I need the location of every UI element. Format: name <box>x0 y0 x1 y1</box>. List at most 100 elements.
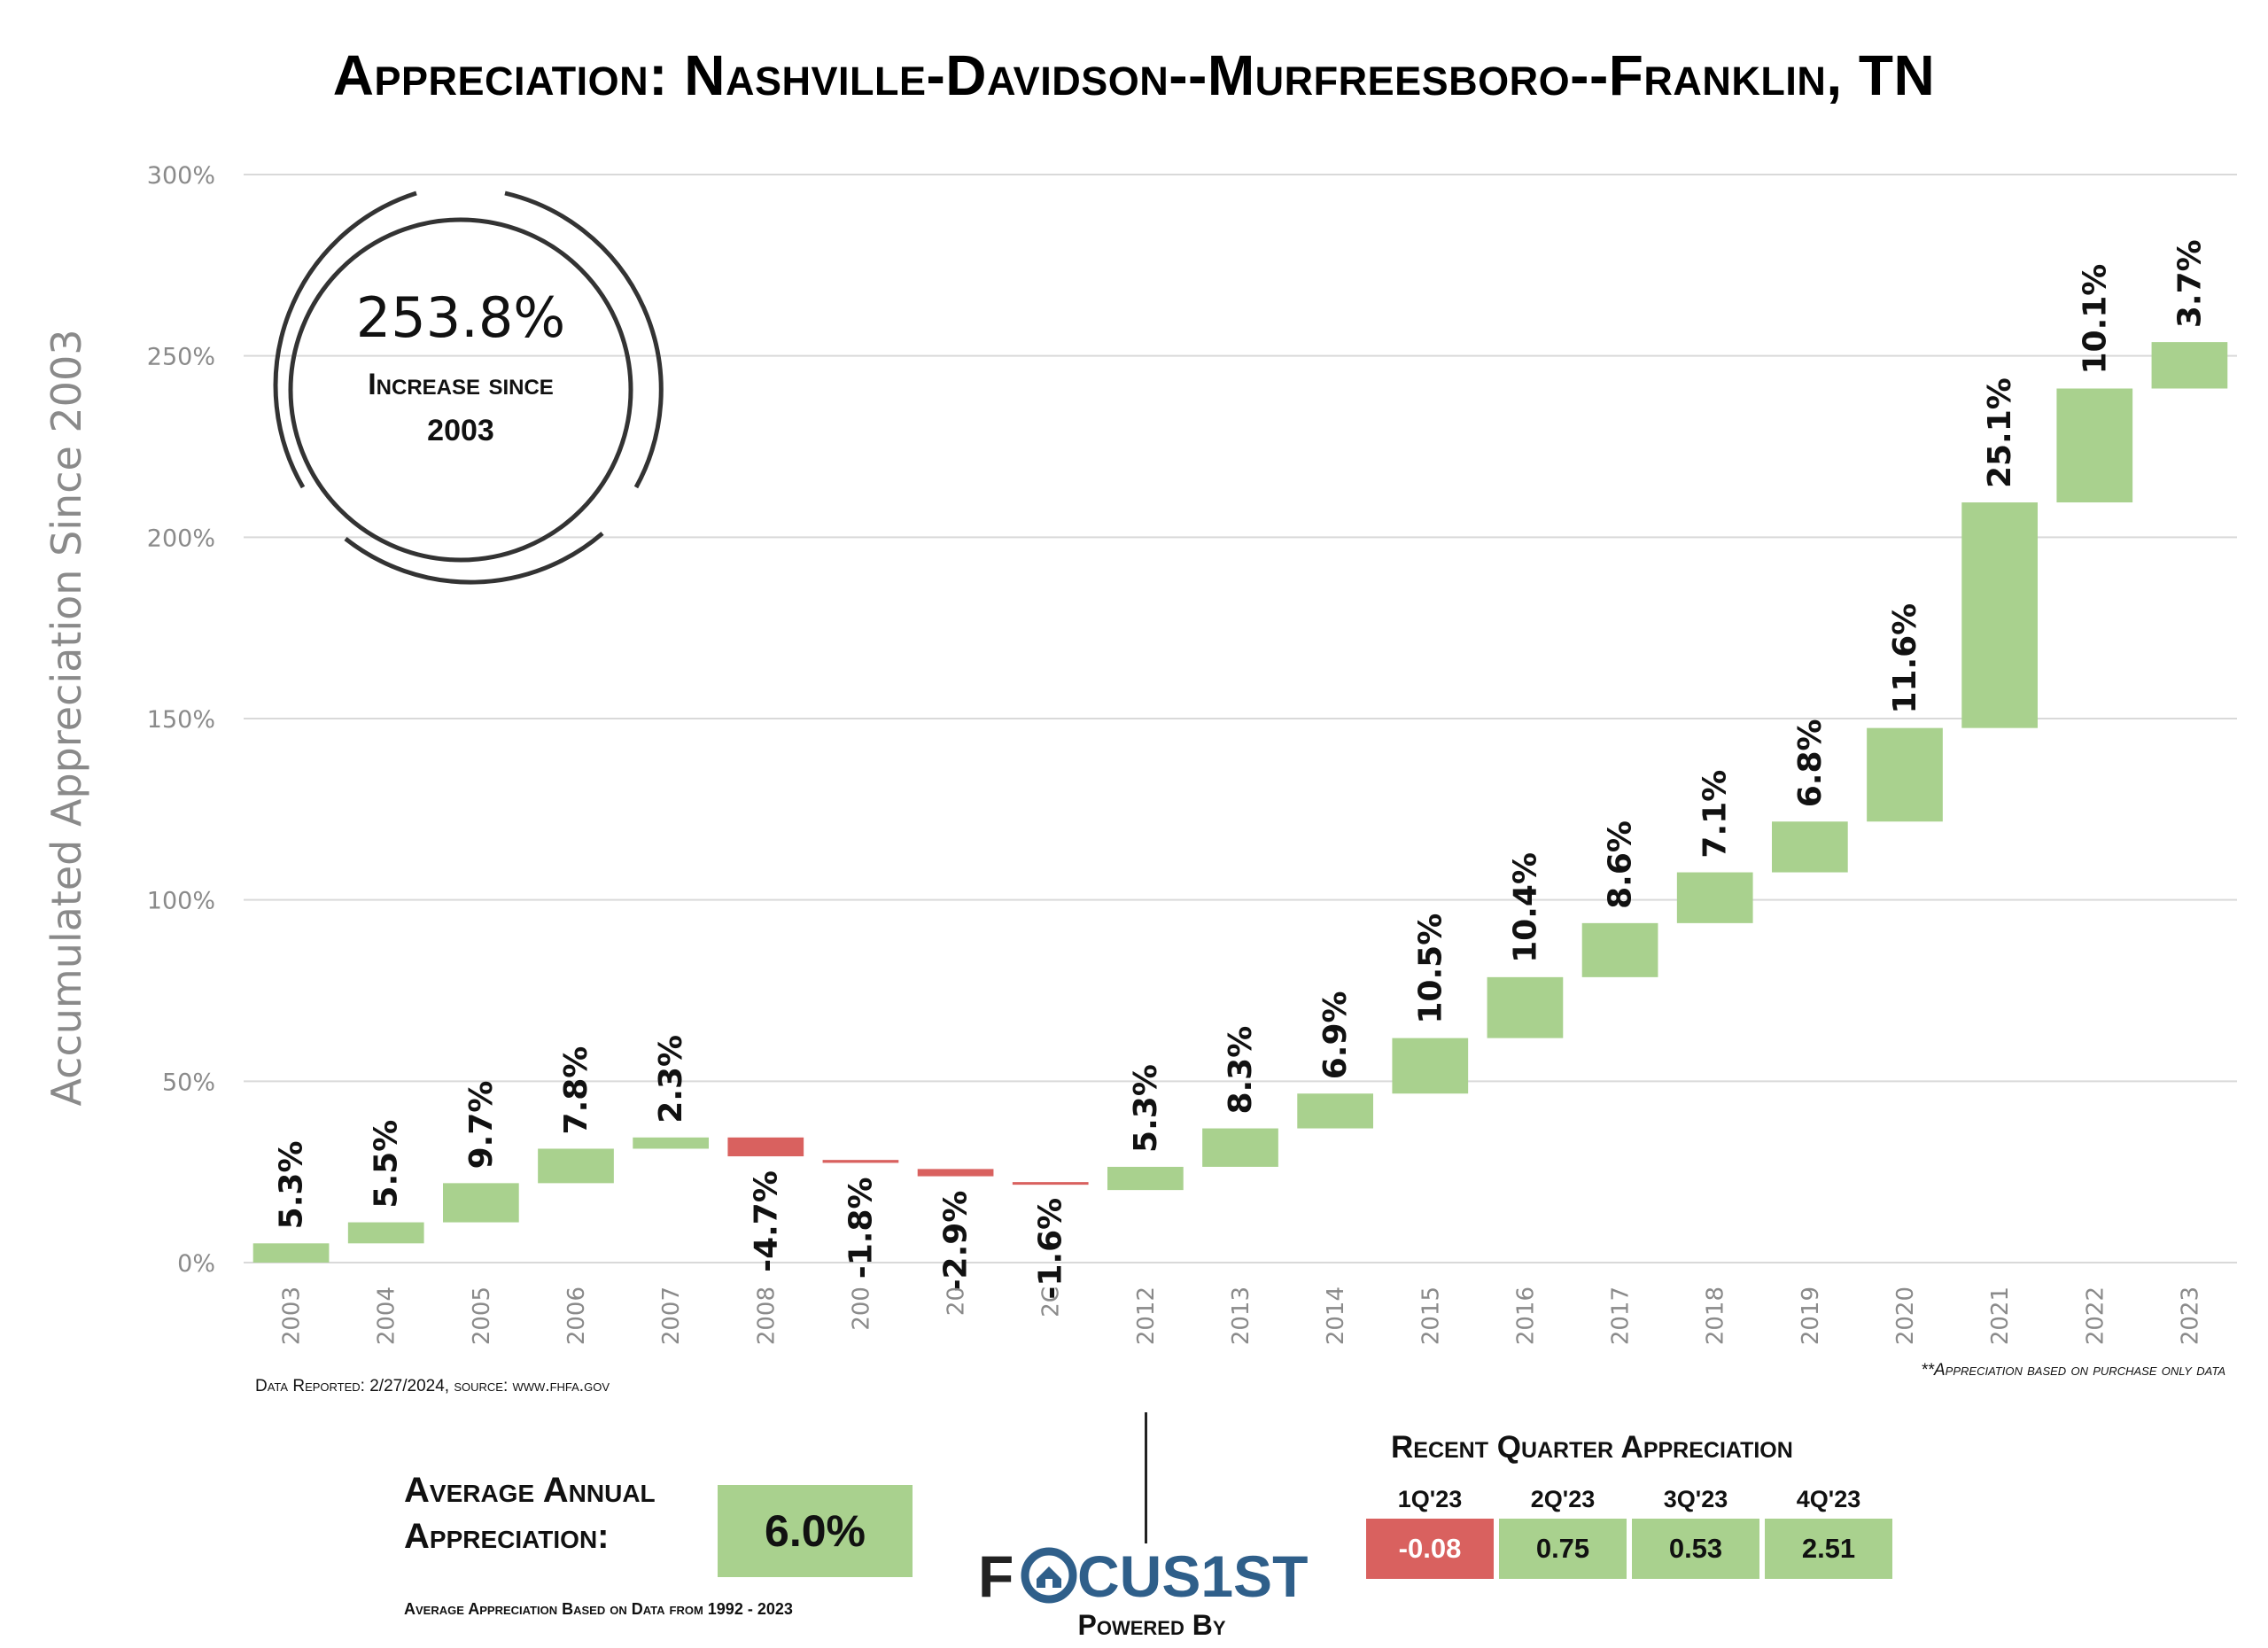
quarter-label: 3Q'23 <box>1663 1486 1728 1512</box>
bar-2017 <box>1581 922 1658 977</box>
value-label-2014: 6.9% <box>1317 991 1354 1079</box>
ring-icon <box>273 190 664 585</box>
bar-2004 <box>347 1222 424 1244</box>
x-tick-label-2008: 2008 <box>753 1287 780 1345</box>
average-note: Average Appreciation Based on Data from … <box>404 1600 793 1618</box>
x-tick-label-2017: 2017 <box>1608 1287 1635 1345</box>
quarter-value: 2.51 <box>1765 1519 1892 1579</box>
data-source: Data Reported: 2/27/2024, source: www.fh… <box>255 1377 610 1395</box>
x-tick-label-2004: 2004 <box>374 1287 400 1345</box>
value-label-2006: 7.8% <box>558 1046 594 1135</box>
quarter-value: 0.53 <box>1632 1519 1759 1579</box>
x-tick-label-2011: 2C <box>1038 1287 1065 1318</box>
powered-by: Powered By <box>1077 1609 1226 1641</box>
quarter-value: 0.75 <box>1499 1519 1627 1579</box>
bar-2016 <box>1487 976 1564 1038</box>
bar-2006 <box>538 1148 614 1184</box>
bar-2007 <box>633 1137 709 1149</box>
bar-2013 <box>1202 1128 1278 1167</box>
house-icon <box>1021 1547 1077 1604</box>
y-axis-ticks: 0% 50% 100% 150% 200% 250% 300% <box>147 162 215 1278</box>
bar-2019 <box>1772 821 1848 873</box>
value-label-2008: -4.7% <box>748 1170 784 1272</box>
x-tick-label-2012: 2012 <box>1133 1287 1160 1345</box>
chart-title: Appreciation: Nashville-Davidson--Murfre… <box>332 43 1936 107</box>
y-axis-label: Accumulated Appreciation Since 2003 <box>43 329 90 1107</box>
y-tick-label: 0% <box>177 1250 215 1278</box>
value-label-2013: 8.3% <box>1223 1026 1259 1115</box>
bar-2012 <box>1107 1166 1184 1191</box>
x-tick-label-2009: 200 <box>848 1287 874 1331</box>
y-tick-label: 200% <box>147 525 215 552</box>
x-tick-label-2006: 2006 <box>563 1287 590 1345</box>
bar-2018 <box>1676 872 1753 923</box>
average-value: 6.0% <box>718 1485 913 1577</box>
quarter-1q23: 1Q'23 -0.08 <box>1366 1481 1494 1579</box>
recent-quarter-title: Recent Quarter Appreciation <box>1391 1430 1793 1465</box>
x-tick-label-2023: 2023 <box>2177 1287 2203 1345</box>
value-label-2015: 10.5% <box>1412 913 1449 1024</box>
x-tick-label-2020: 2020 <box>1892 1287 1919 1345</box>
value-label-2020: 11.6% <box>1887 603 1923 714</box>
bar-2003 <box>252 1243 330 1263</box>
value-label-2003: 5.3% <box>274 1140 310 1229</box>
quarter-2q23: 2Q'23 0.75 <box>1499 1481 1627 1579</box>
bar-2023 <box>2151 342 2228 389</box>
value-label-2009: -1.8% <box>843 1177 879 1279</box>
recent-quarter-table: 1Q'23 -0.08 2Q'23 0.75 3Q'23 0.53 4Q'23 … <box>1366 1481 1892 1579</box>
logo-letters-cus1st: CUS1ST <box>1077 1543 1308 1605</box>
bar-2009 <box>822 1160 899 1163</box>
quarter-label: 2Q'23 <box>1530 1486 1596 1512</box>
y-tick-label: 100% <box>147 888 215 915</box>
caption-line-2: 2003 <box>427 414 494 447</box>
value-label-2019: 6.8% <box>1792 719 1829 807</box>
x-axis-ticks: 2003 2004 2005 2006 2007 2008 200 20 2C 2012 2013 2… <box>279 1287 2204 1345</box>
y-tick-label: 150% <box>147 706 215 734</box>
bar-2011 <box>1012 1182 1089 1185</box>
bar-2022 <box>2056 388 2133 503</box>
x-tick-label-2013: 2013 <box>1228 1287 1254 1345</box>
x-tick-label-2015: 2015 <box>1418 1287 1444 1345</box>
bar-2021 <box>1961 502 2038 728</box>
bar-2008 <box>727 1137 804 1157</box>
total-increase-caption: Increase since 2003 <box>257 361 664 454</box>
focus1st-logo: F CUS1ST <box>978 1543 1308 1605</box>
footnote: **Appreciation based on purchase only da… <box>1921 1361 2225 1380</box>
value-label-2007: 2.3% <box>653 1035 689 1123</box>
bar-2014 <box>1297 1093 1373 1129</box>
value-label-2022: 10.1% <box>2077 264 2113 375</box>
value-label-2012: 5.3% <box>1128 1064 1164 1153</box>
total-increase-value: 253.8% <box>355 285 566 350</box>
quarter-4q23: 4Q'23 2.51 <box>1765 1481 1892 1579</box>
quarter-3q23: 3Q'23 0.53 <box>1632 1481 1759 1579</box>
quarter-label: 1Q'23 <box>1397 1486 1463 1512</box>
x-tick-label-2005: 2005 <box>469 1287 495 1345</box>
logo-letter-f: F <box>978 1543 1014 1605</box>
y-tick-label: 50% <box>162 1069 215 1096</box>
x-tick-label-2010: 20 <box>944 1287 970 1316</box>
value-label-2011: -1.6% <box>1033 1198 1069 1300</box>
value-label-2016: 10.4% <box>1507 852 1543 963</box>
value-label-2017: 8.6% <box>1603 820 1639 909</box>
bar-2005 <box>443 1183 519 1223</box>
value-label-2010: -2.9% <box>938 1191 975 1293</box>
x-tick-label-2019: 2019 <box>1798 1287 1824 1345</box>
bar-2010 <box>917 1169 994 1177</box>
x-tick-label-2016: 2016 <box>1512 1287 1539 1345</box>
x-tick-label-2014: 2014 <box>1323 1287 1349 1345</box>
bar-2020 <box>1867 727 1943 822</box>
x-tick-label-2022: 2022 <box>2082 1287 2109 1345</box>
value-label-2005: 9.7% <box>463 1081 500 1170</box>
x-tick-label-2018: 2018 <box>1703 1287 1729 1345</box>
total-increase-badge: 253.8% Increase since 2003 <box>257 186 664 594</box>
divider-line <box>1145 1412 1147 1543</box>
value-label-2004: 5.5% <box>369 1120 405 1209</box>
bar-2015 <box>1392 1038 1469 1094</box>
caption-line-1: Increase since <box>368 368 554 401</box>
x-tick-label-2007: 2007 <box>658 1287 685 1345</box>
x-tick-label-2003: 2003 <box>279 1287 306 1345</box>
bars <box>252 342 2228 1263</box>
quarter-value: -0.08 <box>1366 1519 1494 1579</box>
quarter-label: 4Q'23 <box>1796 1486 1861 1512</box>
